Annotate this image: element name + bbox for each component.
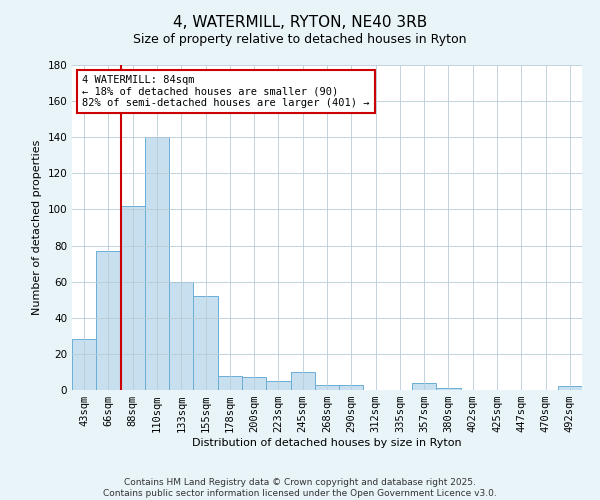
Bar [193, 296, 218, 390]
Bar [339, 384, 364, 390]
X-axis label: Distribution of detached houses by size in Ryton: Distribution of detached houses by size … [192, 438, 462, 448]
Text: 4, WATERMILL, RYTON, NE40 3RB: 4, WATERMILL, RYTON, NE40 3RB [173, 15, 427, 30]
Bar [218, 376, 242, 390]
Bar [169, 282, 193, 390]
Bar [290, 372, 315, 390]
Bar [72, 340, 96, 390]
Y-axis label: Number of detached properties: Number of detached properties [32, 140, 42, 315]
Bar [412, 383, 436, 390]
Text: Contains HM Land Registry data © Crown copyright and database right 2025.
Contai: Contains HM Land Registry data © Crown c… [103, 478, 497, 498]
Bar [315, 384, 339, 390]
Bar [145, 137, 169, 390]
Bar [121, 206, 145, 390]
Bar [436, 388, 461, 390]
Bar [96, 251, 121, 390]
Text: 4 WATERMILL: 84sqm
← 18% of detached houses are smaller (90)
82% of semi-detache: 4 WATERMILL: 84sqm ← 18% of detached hou… [82, 74, 370, 108]
Bar [266, 381, 290, 390]
Bar [242, 378, 266, 390]
Bar [558, 386, 582, 390]
Text: Size of property relative to detached houses in Ryton: Size of property relative to detached ho… [133, 32, 467, 46]
